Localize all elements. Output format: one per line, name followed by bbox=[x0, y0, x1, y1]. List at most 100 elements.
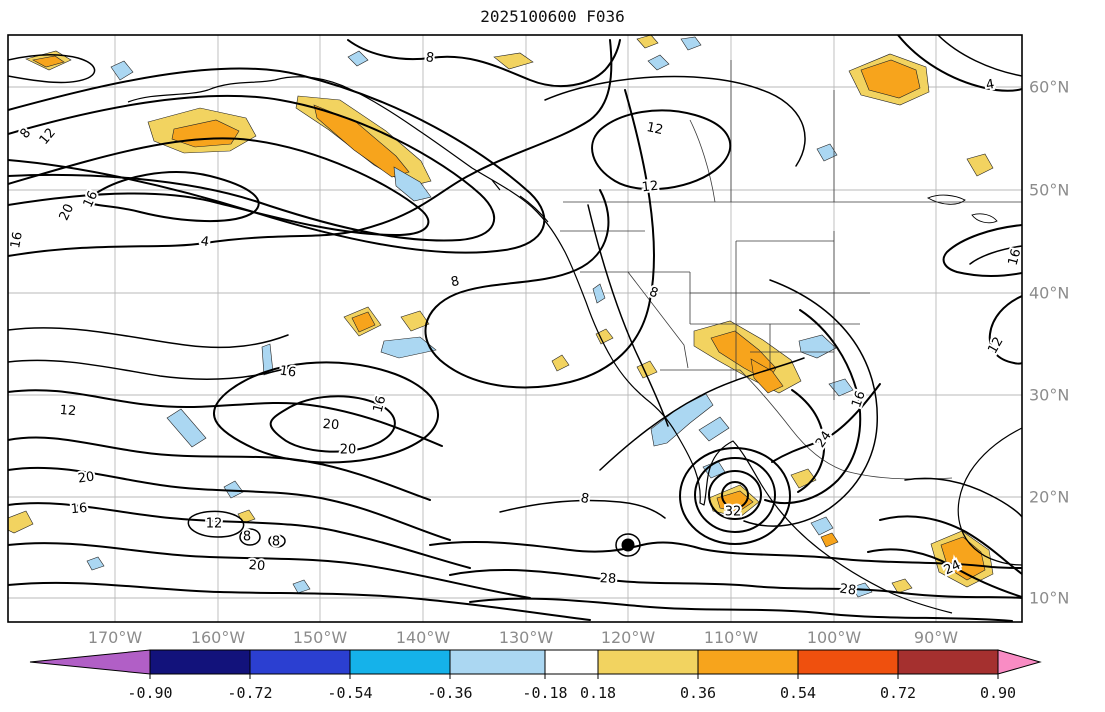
contour-lines-element bbox=[897, 35, 1022, 92]
contour-lines-element bbox=[424, 89, 655, 389]
coastlines-element bbox=[957, 427, 1022, 566]
contour-lines-element bbox=[429, 541, 1022, 569]
colorbar-segment bbox=[697, 649, 799, 675]
contour-lines-element bbox=[599, 357, 805, 471]
shade-patch bbox=[816, 143, 838, 162]
shade-patch bbox=[493, 52, 534, 70]
contour-lines-element bbox=[239, 528, 261, 546]
contour-lines-element bbox=[499, 499, 666, 519]
political-borders-element bbox=[660, 369, 953, 480]
contour-lines-element bbox=[88, 171, 260, 223]
lat-tick-label: 50°N bbox=[1029, 180, 1070, 200]
shade-patch bbox=[393, 166, 432, 202]
contour-lines-element bbox=[8, 53, 96, 84]
contour-label: 8 bbox=[450, 274, 461, 290]
contour-label: 24 bbox=[813, 429, 835, 451]
shade-patch bbox=[810, 516, 834, 536]
contour-lines-element bbox=[544, 75, 806, 167]
colorbar-tick-label: -0.18 bbox=[522, 684, 568, 702]
contour-lines-element bbox=[8, 466, 451, 541]
shade-patch bbox=[716, 490, 754, 513]
lat-tick-label: 20°N bbox=[1029, 487, 1070, 507]
contour-lines-element bbox=[615, 533, 641, 557]
contour-lines-element bbox=[937, 35, 1022, 77]
contour-label: 28 bbox=[839, 581, 857, 598]
contour-label: 16 bbox=[849, 389, 869, 410]
lon-tick-label: 140°W bbox=[395, 628, 451, 647]
contour-lines-element bbox=[8, 359, 289, 381]
colorbar-tick-label: 0.72 bbox=[879, 684, 917, 702]
contour-label: 16 bbox=[1006, 247, 1025, 267]
colorbar-tick-label: 0.54 bbox=[779, 684, 817, 702]
shade-patch bbox=[8, 510, 34, 534]
contour-label: 12 bbox=[645, 120, 664, 138]
contour-lines-element bbox=[904, 477, 1022, 518]
contour-lines-element bbox=[8, 436, 431, 501]
contour-label: 12 bbox=[985, 335, 1006, 357]
contour-lines-element bbox=[347, 39, 621, 87]
colorbar-segment bbox=[249, 649, 351, 675]
colorbar-tick-label: 0.90 bbox=[979, 684, 1017, 702]
shade-patch bbox=[110, 60, 134, 81]
shade-patch bbox=[86, 556, 105, 571]
colorbar-tick-label: 0.36 bbox=[679, 684, 717, 702]
shade-patch bbox=[647, 54, 670, 71]
contour-lines-element bbox=[679, 447, 791, 545]
tropical-cyclone-marker bbox=[621, 538, 635, 552]
contour-label: 16 bbox=[8, 231, 26, 250]
lon-tick-label: 120°W bbox=[600, 628, 656, 647]
contour-label: 20 bbox=[77, 469, 95, 486]
lat-tick-label: 30°N bbox=[1029, 385, 1070, 405]
shade-patch bbox=[592, 283, 606, 304]
contour-lines-element bbox=[8, 502, 471, 569]
contour-label: 12 bbox=[59, 403, 77, 419]
contour-lines-element bbox=[469, 597, 1013, 622]
great-lakes bbox=[926, 194, 998, 224]
contour-label: 12 bbox=[641, 179, 659, 196]
shade-patch bbox=[636, 35, 659, 49]
shade-patch bbox=[32, 55, 65, 68]
colorbar-over-arrow bbox=[997, 649, 1042, 675]
contour-lines-element bbox=[587, 204, 669, 427]
shade-patch bbox=[828, 378, 854, 397]
contour-lines-element bbox=[8, 39, 613, 257]
colorbar-tick-label: -0.54 bbox=[327, 684, 373, 702]
contour-lines-element bbox=[187, 510, 245, 538]
shade-patch bbox=[292, 579, 311, 594]
contour-lines-element bbox=[269, 395, 396, 453]
contour-label: 16 bbox=[70, 501, 88, 517]
contour-label: 28 bbox=[599, 571, 616, 587]
colorbar-under-arrow bbox=[29, 649, 151, 675]
contour-lines-element bbox=[969, 245, 1022, 265]
colorbar bbox=[29, 649, 1042, 679]
contour-lines-element bbox=[791, 389, 826, 493]
contour-label: 12 bbox=[37, 126, 59, 148]
coastlines-element bbox=[519, 195, 549, 223]
political-borders-element bbox=[689, 119, 716, 203]
contour-lines-element bbox=[988, 295, 1022, 365]
lon-tick-label: 100°W bbox=[806, 628, 862, 647]
shade-patch bbox=[347, 50, 369, 67]
lon-tick-label: 110°W bbox=[703, 628, 759, 647]
shade-patch bbox=[891, 578, 913, 594]
contour-lines-element bbox=[867, 548, 1022, 598]
base-map bbox=[127, 60, 1022, 614]
lon-tick-label: 170°W bbox=[87, 628, 143, 647]
colorbar-segment bbox=[149, 649, 251, 675]
contour-lines-element bbox=[8, 137, 430, 237]
contour-lines-element bbox=[708, 470, 762, 520]
shade-patch bbox=[698, 416, 730, 442]
contour-lines-element bbox=[743, 279, 879, 527]
lon-tick-label: 160°W bbox=[190, 628, 246, 647]
contour-label: 16 bbox=[371, 394, 390, 414]
political-borders-element bbox=[627, 271, 689, 369]
contour-lines-element bbox=[8, 581, 591, 621]
contour-label: 12 bbox=[206, 517, 223, 532]
lon-tick-label: 150°W bbox=[292, 628, 348, 647]
shade-patch bbox=[400, 310, 430, 332]
contour-label: 8 bbox=[425, 50, 435, 66]
contour-lines-element bbox=[8, 94, 496, 242]
contour-label: 20 bbox=[322, 417, 340, 433]
great-lakes-element bbox=[971, 213, 998, 224]
